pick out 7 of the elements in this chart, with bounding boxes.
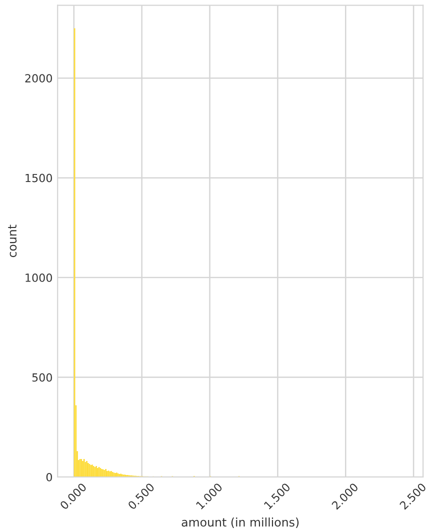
y-tick-label: 1000 [26,274,52,282]
x-axis-title: amount (in millions) [182,518,299,528]
y-tick-label: 1500 [26,174,52,182]
y-tick-label: 2000 [25,74,52,82]
y-tick-label: 0 [46,472,52,482]
y-tick-label: 500 [32,373,52,382]
y-axis-title: count [8,224,17,258]
